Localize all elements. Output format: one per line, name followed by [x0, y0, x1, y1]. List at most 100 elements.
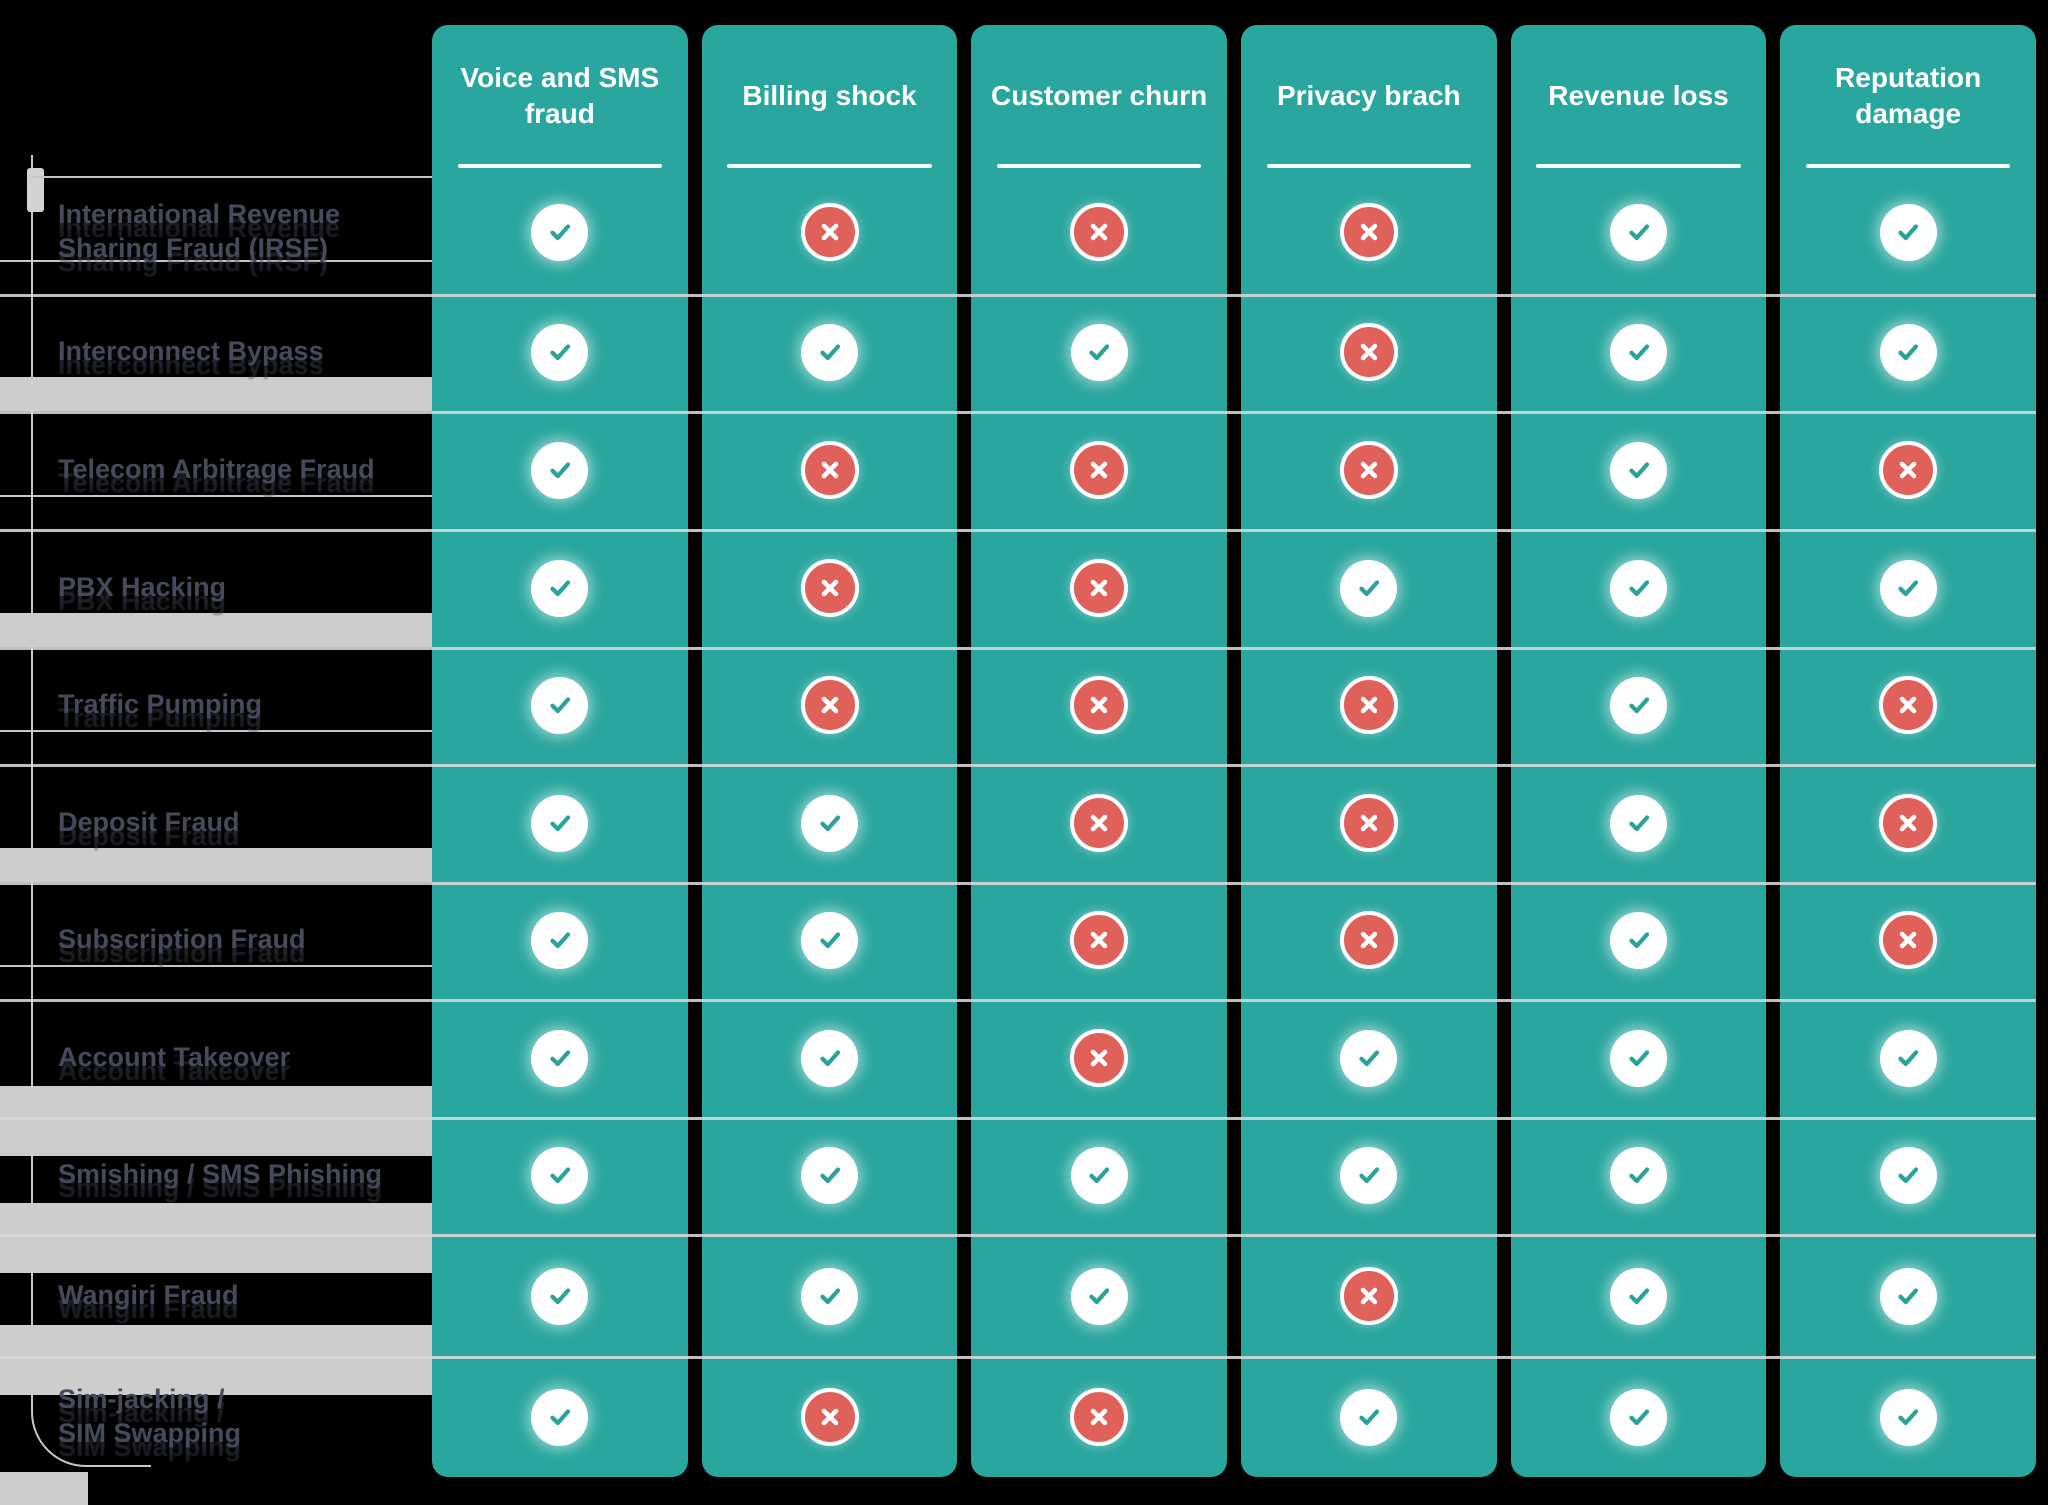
row-separator — [0, 294, 2036, 297]
check-icon — [1610, 1388, 1667, 1446]
header-underline — [1536, 164, 1741, 168]
gutter-line — [0, 730, 432, 732]
check-icon — [1610, 441, 1667, 499]
row-label: Sim-jacking / SIM Swapping — [58, 1384, 242, 1448]
row-label: Interconnect Bypass — [58, 336, 324, 367]
row-separator — [0, 411, 2036, 414]
check-icon — [801, 1267, 858, 1325]
gutter-line — [0, 260, 432, 262]
check-icon — [801, 1029, 858, 1087]
cross-icon — [1339, 441, 1398, 499]
check-icon — [1610, 794, 1667, 852]
cross-icon — [800, 203, 859, 261]
gutter-bar — [0, 848, 432, 882]
row-label: Traffic Pumping — [58, 689, 263, 720]
check-icon — [1879, 1029, 1937, 1087]
row-separator — [0, 999, 2036, 1002]
cross-icon — [1070, 203, 1129, 261]
check-icon — [1610, 203, 1667, 261]
check-icon — [1340, 559, 1398, 617]
check-icon — [801, 911, 858, 969]
cross-icon — [800, 1388, 859, 1446]
check-icon — [1879, 323, 1937, 381]
cross-icon — [1879, 794, 1938, 852]
cross-icon — [800, 559, 859, 617]
cross-icon — [800, 441, 859, 499]
column-header: Revenue loss — [1548, 79, 1729, 111]
cross-icon — [800, 676, 859, 734]
cross-icon — [1879, 441, 1938, 499]
check-icon — [531, 441, 589, 499]
row-separator — [0, 1117, 2036, 1120]
row-separator — [0, 1356, 2036, 1359]
gutter-header-line — [31, 176, 432, 178]
check-icon — [531, 676, 589, 734]
check-icon — [1070, 1267, 1128, 1325]
gutter-bar — [0, 377, 432, 411]
row-label: Telecom Arbitrage Fraud — [58, 454, 375, 485]
check-icon — [801, 323, 858, 381]
header-underline — [457, 164, 663, 168]
row-label: Deposit Fraud — [58, 807, 240, 838]
cross-icon — [1070, 441, 1129, 499]
column-header: Billing shock — [742, 79, 917, 111]
column-header: Customer churn — [991, 79, 1208, 111]
check-icon — [1610, 676, 1667, 734]
column-header: Reputation damage — [1835, 61, 1982, 129]
cross-icon — [1339, 323, 1398, 381]
check-icon — [1340, 1029, 1398, 1087]
row-separator — [0, 529, 2036, 532]
row-label: Smishing / SMS Phishing — [58, 1159, 383, 1190]
header-underline — [1266, 164, 1472, 168]
gutter-bar — [0, 1086, 432, 1156]
cross-icon — [1070, 676, 1129, 734]
row-separator — [0, 1234, 2036, 1237]
check-icon — [531, 1267, 589, 1325]
gutter-bar — [0, 1203, 432, 1273]
check-icon — [1340, 1146, 1398, 1204]
check-icon — [531, 559, 589, 617]
check-icon — [1879, 1146, 1937, 1204]
check-icon — [1070, 323, 1128, 381]
cross-icon — [1070, 1029, 1129, 1087]
check-icon — [1610, 559, 1667, 617]
row-label: Subscription Fraud — [58, 924, 306, 955]
row-label: PBX Hacking — [58, 572, 227, 603]
cross-icon — [1339, 794, 1398, 852]
row-separator — [0, 764, 2036, 767]
cross-icon — [1339, 1267, 1398, 1325]
check-icon — [1610, 1029, 1667, 1087]
check-icon — [1610, 911, 1667, 969]
cross-icon — [1339, 676, 1398, 734]
row-label: Account Takeover — [58, 1042, 291, 1073]
check-icon — [531, 911, 589, 969]
check-icon — [1070, 1146, 1128, 1204]
gutter-line — [0, 495, 432, 497]
row-label: Wangiri Fraud — [58, 1280, 239, 1311]
check-icon — [801, 1146, 858, 1204]
check-icon — [1879, 1267, 1937, 1325]
check-icon — [531, 323, 589, 381]
cross-icon — [1339, 203, 1398, 261]
row-separator — [0, 647, 2036, 650]
gutter-line — [0, 965, 432, 967]
header-underline — [727, 164, 932, 168]
check-icon — [1340, 1388, 1398, 1446]
cross-icon — [1879, 676, 1938, 734]
gutter-bar — [0, 613, 432, 647]
gutter-tab — [27, 168, 44, 212]
header-underline — [1805, 164, 2011, 168]
check-icon — [1610, 1267, 1667, 1325]
cross-icon — [1070, 911, 1129, 969]
cross-icon — [1070, 794, 1129, 852]
check-icon — [1610, 1146, 1667, 1204]
gutter-bottom-bar — [0, 1472, 88, 1505]
check-icon — [1610, 323, 1667, 381]
check-icon — [1879, 1388, 1937, 1446]
check-icon — [531, 1029, 589, 1087]
cross-icon — [1339, 911, 1398, 969]
check-icon — [531, 1388, 589, 1446]
cross-icon — [1070, 559, 1129, 617]
row-separator — [0, 882, 2036, 885]
